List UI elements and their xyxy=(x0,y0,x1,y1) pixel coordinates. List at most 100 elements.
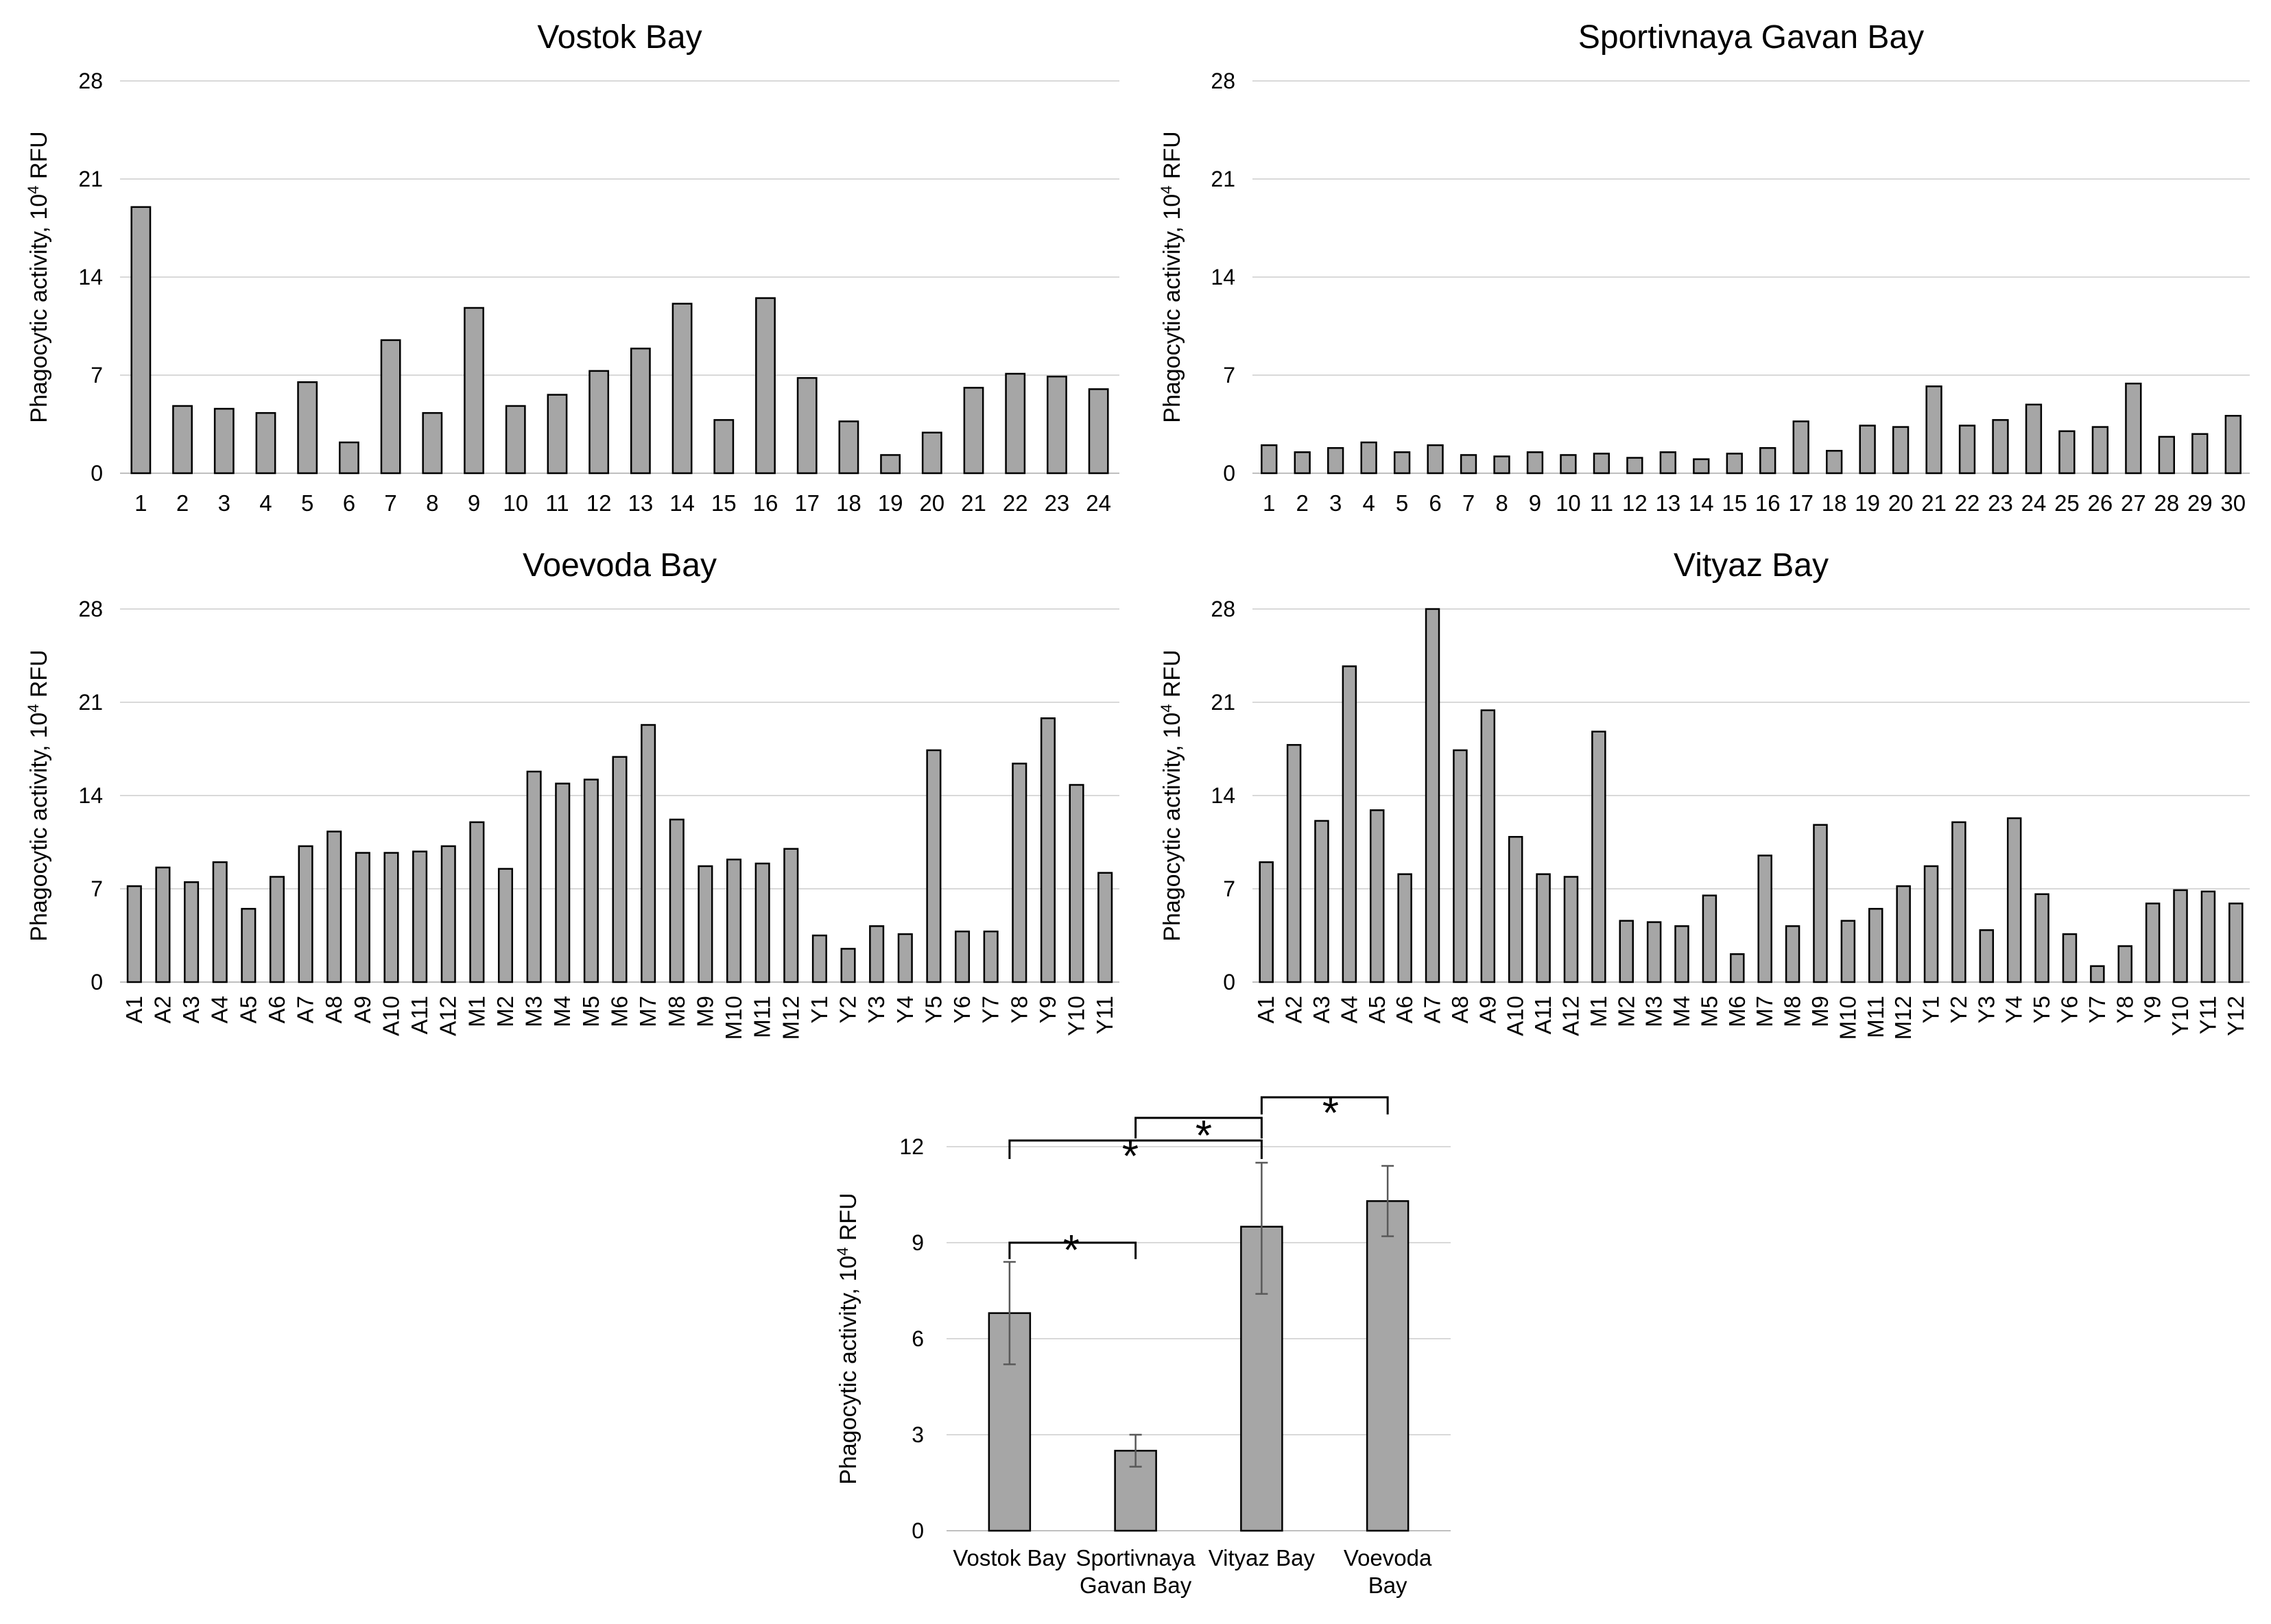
bar xyxy=(1646,921,1662,983)
bar xyxy=(255,411,276,475)
bar xyxy=(355,852,370,983)
bar xyxy=(983,930,999,983)
significance-star: * xyxy=(1122,1133,1139,1180)
bar xyxy=(1785,925,1800,983)
x-tick-label: 24 xyxy=(1086,490,1111,516)
x-tick-label: 13 xyxy=(1655,490,1680,516)
x-tick-label: 16 xyxy=(1755,490,1781,516)
bar xyxy=(1040,717,1056,983)
x-tick-label: 2 xyxy=(1296,490,1309,516)
bar xyxy=(1702,894,1717,983)
bar xyxy=(811,934,827,983)
x-tick-label: 23 xyxy=(1988,490,2013,516)
x-tick-label: 10 xyxy=(503,490,528,516)
y-tick-label: 0 xyxy=(91,461,103,486)
x-tick-label: A8 xyxy=(1447,996,1473,1023)
x-tick-label: A3 xyxy=(178,996,204,1023)
x-tick-label: Y4 xyxy=(892,996,918,1023)
bar xyxy=(754,862,770,983)
y-tick-label: 21 xyxy=(1211,690,1235,715)
x-tick-label: M11 xyxy=(1863,996,1888,1038)
x-tick-label: A5 xyxy=(235,996,261,1023)
x-tick-label: 3 xyxy=(1329,490,1342,516)
x-tick-label: A12 xyxy=(1558,996,1583,1036)
x-tick-label: A1 xyxy=(1253,996,1279,1023)
significance-bracket xyxy=(1260,1096,1389,1114)
x-tick-label: 6 xyxy=(343,490,355,516)
x-tick-label: Y10 xyxy=(1064,996,1089,1036)
x-tick-label: Y11 xyxy=(1092,996,1117,1034)
x-tick-label: 12 xyxy=(1622,490,1648,516)
x-tick-label: Vostok Bay xyxy=(953,1545,1067,1571)
x-tick-label: M1 xyxy=(464,996,489,1027)
x-tick-label: M3 xyxy=(1641,996,1667,1027)
x-tick-label: 19 xyxy=(878,490,903,516)
x-tick-label: M5 xyxy=(1696,996,1722,1027)
bar xyxy=(380,339,401,475)
x-tick-label: A12 xyxy=(436,996,461,1036)
bar xyxy=(1896,885,1911,983)
x-tick-label: M8 xyxy=(664,996,689,1027)
x-tick-label: A1 xyxy=(121,996,147,1023)
bar xyxy=(1427,444,1444,475)
bar xyxy=(1366,1200,1410,1532)
chart-title: Vityaz Bay xyxy=(1674,547,1829,584)
x-tick-label: 7 xyxy=(384,490,396,516)
x-tick-label: 22 xyxy=(1955,490,1980,516)
x-tick-label: 24 xyxy=(2021,490,2047,516)
x-tick-label: A11 xyxy=(407,996,432,1034)
x-tick-label: 17 xyxy=(1788,490,1814,516)
bar xyxy=(547,394,568,475)
y-axis-label: Phagocytic activity, 104 RFU xyxy=(834,1193,861,1484)
bar xyxy=(2091,426,2109,475)
x-tick-label: 30 xyxy=(2220,490,2246,516)
bar xyxy=(921,431,942,475)
bar xyxy=(1979,929,1995,983)
bar xyxy=(926,749,942,983)
bar xyxy=(412,850,428,983)
y-tick-label: 14 xyxy=(1211,265,1235,289)
bar xyxy=(869,925,885,983)
bar xyxy=(130,206,152,475)
significance-bracket xyxy=(1008,1139,1263,1159)
x-tick-label: Gavan Bay xyxy=(1080,1573,1192,1598)
x-tick-label: 12 xyxy=(586,490,612,516)
y-tick-label: 12 xyxy=(899,1134,924,1159)
x-tick-label: 18 xyxy=(836,490,861,516)
x-tick-label: 11 xyxy=(1590,490,1613,516)
bar xyxy=(669,818,685,983)
x-tick-label: Y6 xyxy=(2056,996,2082,1023)
bar xyxy=(1097,872,1113,983)
bar xyxy=(880,454,901,475)
bar xyxy=(298,845,313,983)
bar xyxy=(440,845,456,983)
bar xyxy=(1460,454,1477,475)
x-tick-label: 8 xyxy=(1495,490,1508,516)
bar xyxy=(755,297,776,475)
bar xyxy=(2191,433,2209,475)
bar xyxy=(1286,743,1302,983)
y-tick-label: 28 xyxy=(1211,597,1235,621)
bar xyxy=(1925,385,1942,475)
bar xyxy=(612,756,628,983)
bar xyxy=(1826,450,1843,475)
bar xyxy=(2062,933,2078,983)
x-tick-label: 1 xyxy=(134,490,147,516)
chart-title: Sportivnaya Gavan Bay xyxy=(1578,19,1924,56)
x-tick-label: A5 xyxy=(1364,996,1390,1023)
x-tick-label: 13 xyxy=(628,490,653,516)
bar xyxy=(1859,425,1876,475)
x-tick-label: M7 xyxy=(1752,996,1777,1027)
x-tick-label: M2 xyxy=(1613,996,1639,1027)
significance-bracket xyxy=(1134,1116,1263,1138)
bar xyxy=(1294,451,1311,475)
bar xyxy=(1693,458,1710,475)
x-tick-label: 23 xyxy=(1045,490,1070,516)
y-tick-label: 7 xyxy=(1223,876,1235,901)
x-tick-label: 1 xyxy=(1263,490,1275,516)
x-tick-label: Y10 xyxy=(2167,996,2193,1036)
bar xyxy=(1892,426,1910,475)
bar xyxy=(1493,455,1510,475)
y-tick-label: 0 xyxy=(912,1518,924,1543)
x-tick-label: M5 xyxy=(578,996,604,1027)
